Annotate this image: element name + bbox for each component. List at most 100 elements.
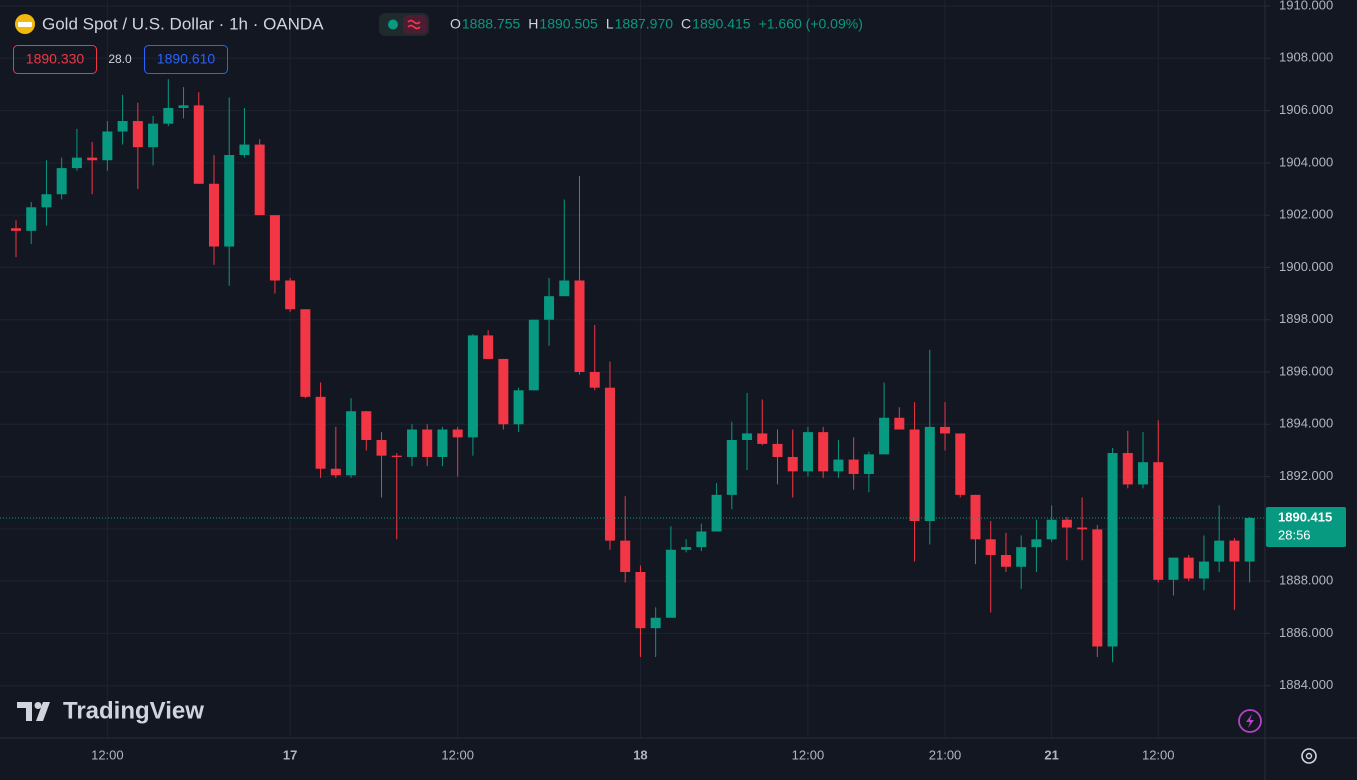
y-tick-label: 1908.000: [1279, 50, 1333, 65]
ohlc-key: C: [681, 16, 691, 32]
x-tick-label: 21: [1044, 747, 1058, 762]
candle-body: [437, 429, 448, 457]
settings-icon: [1305, 752, 1313, 760]
x-tick-label: 18: [633, 747, 647, 762]
candle-body: [696, 531, 707, 548]
lightning-icon: [1246, 714, 1254, 728]
candle-body: [163, 107, 174, 124]
candle-body: [1168, 557, 1179, 580]
candle-body: [574, 280, 585, 373]
candle-body: [208, 183, 219, 247]
candle-body: [1122, 453, 1133, 485]
candle-body: [193, 105, 204, 184]
lightning-button[interactable]: [1238, 709, 1262, 733]
y-tick-label: 1888.000: [1279, 573, 1333, 588]
candle-body: [894, 417, 905, 430]
candle-body: [11, 228, 21, 231]
candle-body: [1000, 555, 1011, 567]
candle-body: [879, 417, 890, 455]
watermark-logo: [17, 702, 50, 721]
candle-body: [787, 456, 798, 472]
candle-body: [1153, 462, 1164, 580]
candle-body: [863, 454, 874, 474]
candle-body: [483, 335, 494, 359]
y-tick-label: 1896.000: [1279, 363, 1333, 378]
ohlc-key: L: [606, 16, 614, 32]
candle-body: [346, 411, 357, 476]
candle-body: [300, 309, 311, 397]
candle-body: [102, 131, 113, 161]
candle-body: [604, 387, 615, 541]
ohlc-legend: O 1888.755 H 1890.505 L 1887.970 C 1890.415 +1.6…: [450, 16, 863, 32]
candle-body: [985, 539, 996, 556]
sell-box[interactable]: [13, 45, 97, 74]
sell-price[interactable]: 1890.330: [26, 51, 85, 67]
candle-body: [1016, 547, 1027, 567]
candle-body: [26, 207, 37, 231]
candle-body: [315, 396, 326, 469]
candle-body: [467, 335, 478, 438]
x-tick-label: 21:00: [929, 747, 962, 762]
x-tick-label: 17: [283, 747, 297, 762]
grid: [0, 0, 1265, 738]
delayed-icon: [407, 19, 421, 30]
candle-body: [909, 429, 920, 522]
candle-body: [224, 155, 235, 247]
y-tick-label: 1884.000: [1279, 677, 1333, 692]
x-tick-label: 12:00: [1142, 747, 1175, 762]
candle-body: [1061, 519, 1072, 528]
candle-body: [544, 296, 555, 320]
candle-body: [1031, 539, 1042, 548]
candle-body: [239, 144, 250, 156]
candle-body: [285, 280, 296, 310]
ohlc-value: 1890.415: [692, 16, 751, 32]
candle-body: [1244, 518, 1255, 562]
y-tick-label: 1900.000: [1279, 259, 1333, 274]
candle-body: [711, 494, 722, 532]
candle-body: [589, 372, 600, 388]
candle-body: [1107, 453, 1118, 647]
ohlc-key: O: [450, 16, 461, 32]
candle-body: [452, 429, 463, 438]
candle-body: [635, 571, 646, 629]
candle-body: [757, 433, 768, 444]
chart-title: Gold Spot / U.S. Dollar · 1h · OANDA: [42, 14, 324, 33]
candle-body: [848, 459, 859, 474]
candle-body: [56, 168, 67, 195]
candle-body: [148, 123, 159, 148]
candle-body: [1077, 527, 1088, 530]
x-tick-label: 12:00: [441, 747, 474, 762]
candle-body: [802, 432, 813, 472]
candle-body: [681, 547, 692, 550]
buy-price[interactable]: 1890.610: [157, 51, 216, 67]
candle-body: [406, 429, 417, 457]
candle-body: [513, 390, 524, 425]
ohlc-key: H: [528, 16, 538, 32]
countdown: 28:56: [1278, 527, 1311, 542]
candle-body: [498, 358, 509, 425]
watermark: TradingView: [63, 697, 204, 724]
candle-body: [940, 426, 951, 434]
candle-body: [422, 429, 433, 457]
candle-body: [330, 468, 341, 476]
candle-body: [87, 157, 98, 161]
candle-body: [41, 194, 52, 208]
last-price-label: 1890.415: [1278, 509, 1332, 524]
candle-body: [376, 439, 387, 456]
buy-box[interactable]: [144, 45, 228, 74]
candle-body: [970, 494, 981, 540]
candle-body: [269, 215, 280, 281]
candles: [0, 79, 1265, 663]
candle-body: [71, 157, 82, 169]
candle-body: [650, 617, 661, 629]
candle-body: [665, 549, 676, 618]
candle-body: [1046, 519, 1057, 540]
symbol-logo-bar: [18, 22, 32, 27]
settings-button[interactable]: [1301, 748, 1317, 764]
candle-body: [726, 439, 737, 495]
candle-body: [620, 540, 631, 572]
delayed-badge: [403, 15, 427, 34]
candle-body: [1183, 557, 1194, 579]
y-tick-label: 1898.000: [1279, 311, 1333, 326]
